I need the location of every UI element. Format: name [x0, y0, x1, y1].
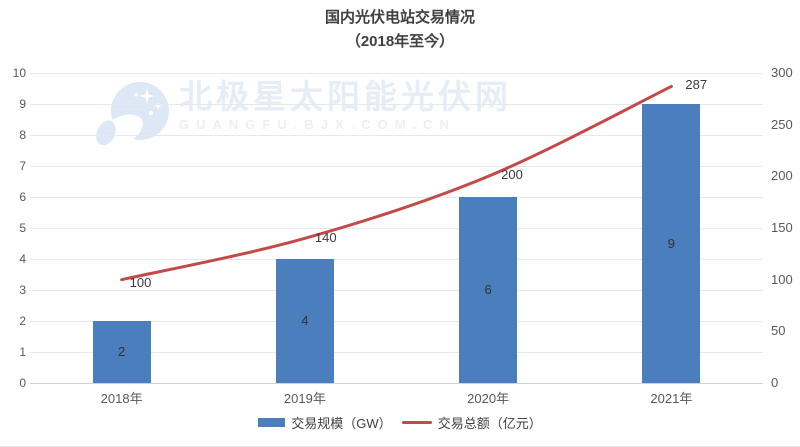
gridline: [30, 73, 763, 74]
line-data-label: 140: [314, 230, 337, 246]
gridline: [30, 321, 763, 322]
bar-data-label: 9: [667, 235, 675, 251]
left-axis-tick-label: 2: [19, 314, 26, 328]
line-data-label: 287: [685, 77, 708, 93]
right-axis-tick-label: 0: [771, 375, 779, 390]
gridline: [30, 352, 763, 353]
left-axis-tick-label: 7: [19, 159, 26, 173]
line-path: [120, 84, 673, 282]
gridline: [30, 383, 763, 384]
legend-item-line-series: 交易总额（亿元）: [401, 413, 542, 432]
line-data-label: 100: [129, 274, 152, 290]
legend-item-bar-series: 交易规模（GW）: [258, 413, 392, 432]
chart-title-line1: 国内光伏电站交易情况: [324, 9, 475, 26]
bar-2018年: [92, 321, 151, 383]
left-axis-tick-label: 3: [19, 283, 26, 297]
left-axis-tick-label: 0: [19, 376, 26, 390]
left-axis-tick-label: 5: [19, 221, 26, 235]
left-axis-tick-label: 6: [19, 190, 26, 204]
x-axis-label: 2020年: [467, 391, 510, 406]
x-axis-label: 2018年: [100, 391, 143, 406]
bar-data-label: 4: [301, 313, 309, 328]
legend: 交易规模（GW） 交易总额（亿元）: [0, 413, 800, 432]
line-data-label: 200: [501, 167, 523, 183]
left-axis-tick-label: 4: [19, 252, 26, 266]
left-axis-tick-label: 10: [12, 66, 26, 80]
chart-title: 国内光伏电站交易情况 （2018年至今）: [0, 6, 800, 54]
x-axis-label: 2019年: [283, 391, 326, 406]
chart-title-line2: （2018年至今）: [345, 33, 455, 50]
right-axis-tick-label: 300: [771, 65, 793, 80]
left-axis-tick-label: 9: [19, 97, 26, 111]
left-axis-tick-label: 1: [19, 345, 26, 359]
right-axis-tick-label: 200: [771, 168, 793, 184]
right-axis-tick-label: 150: [771, 220, 793, 235]
right-axis-tick-label: 50: [771, 323, 786, 339]
gridline: [30, 290, 763, 291]
right-axis-tick-label: 100: [771, 271, 793, 287]
bar-data-label: 2: [118, 344, 126, 359]
line-series-swatch: [401, 421, 432, 424]
line-series-label: 交易总额（亿元）: [437, 416, 542, 431]
bar-data-label: 6: [484, 282, 492, 297]
bar-series-label: 交易规模（GW）: [291, 416, 392, 431]
left-axis-tick-label: 8: [19, 128, 26, 142]
right-axis-tick-label: 250: [771, 116, 793, 132]
x-axis-label: 2021年: [650, 391, 693, 406]
bar-series-swatch: [258, 418, 286, 427]
